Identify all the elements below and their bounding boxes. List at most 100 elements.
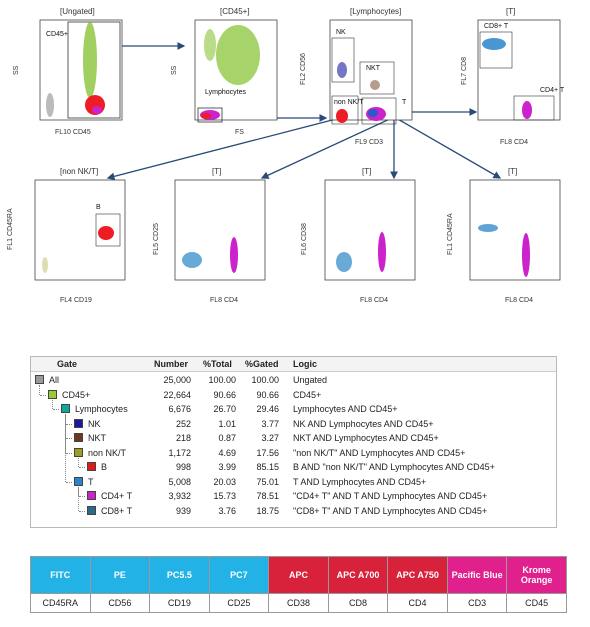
gate-label: non NK/T	[334, 99, 364, 106]
x-axis-label: FL8 CD4	[360, 297, 388, 304]
gate-percent-total: 1.01	[218, 418, 236, 429]
fluorochrome-cell: Pacific Blue	[446, 556, 508, 594]
gate-percent-total: 3.99	[218, 462, 236, 472]
fluorochrome-row: FITC PE PC5.5 PC7 APC APC A700 APC A750 Pacific…	[30, 556, 567, 594]
gate-label: NK	[336, 29, 346, 36]
gate-logic: "non NK/T" AND Lymphocytes AND CD45+	[293, 447, 466, 458]
plot-cd45: [CD45+] FS SS Lymphocytes	[171, 7, 278, 136]
table-row[interactable]: NKT 218 0.87 3.27 NKT AND Lymphocytes AND CD…	[31, 432, 556, 445]
marker-cell: CD45RA	[30, 593, 91, 613]
gate-percent-gated: 17.56	[256, 447, 279, 458]
gate-logic: Lymphocytes AND CD45+	[293, 404, 398, 414]
tree-connector	[66, 423, 72, 425]
marker-cell: CD25	[208, 593, 270, 613]
gate-statistics-table: Gate Number %Total %Gated Logic All 25,00…	[30, 356, 557, 528]
header-gated: %Gated	[245, 359, 279, 369]
gate-name: CD4+ T	[101, 491, 133, 501]
gate-percent-gated: 3.27	[261, 433, 279, 443]
table-row[interactable]: B 998 3.99 85.15 B AND "non NK/T" AND Lympho…	[31, 461, 556, 474]
tree-line	[78, 457, 79, 467]
tree-connector	[40, 394, 46, 396]
plot-title: [non NK/T]	[60, 167, 98, 176]
x-axis-label: FL4 CD19	[60, 297, 92, 304]
marker-cell: CD4	[387, 593, 448, 613]
tree-connector	[66, 438, 72, 439]
plot-t-cd38: [T] FL8 CD4 FL6 CD38	[301, 167, 416, 304]
gate-number: 252	[175, 418, 191, 429]
gate-color-swatch	[87, 505, 96, 515]
plot-title: [T]	[362, 167, 371, 176]
gate-percent-gated: 75.01	[256, 476, 279, 487]
gate-number: 1,172	[168, 447, 191, 458]
table-row[interactable]: CD8+ T 939 3.76 18.75 "CD8+ T" AND T AND Lym…	[31, 505, 556, 518]
plot-title: [CD45+]	[220, 7, 250, 16]
y-axis-label: FL7 CD8	[461, 57, 468, 85]
gate-name: All	[49, 375, 60, 385]
x-axis-label: FL10 CD45	[55, 129, 91, 136]
tree-connector	[79, 496, 85, 497]
gate-color-swatch	[74, 476, 83, 486]
table-row[interactable]: CD4+ T 3,932 15.73 78.51 "CD4+ T" AND T AND …	[31, 490, 556, 503]
gate-number: 6,676	[168, 404, 191, 414]
gate-logic: "CD8+ T" AND T AND Lymphocytes AND CD45+	[293, 505, 488, 516]
gate-number: 25,000	[163, 375, 191, 385]
tree-connector	[66, 481, 72, 483]
tree-line	[78, 486, 79, 511]
gate-name: NKT	[88, 433, 106, 443]
plot-t-cd25: [T] FL8 CD4 FL5 CD25	[153, 167, 266, 304]
plot-t-cd4-cd8: [T] FL8 CD4 FL7 CD8 CD8+ T CD4+ T	[461, 7, 565, 146]
gate-name: Lymphocytes	[75, 404, 128, 414]
fluorochrome-cell: PE	[89, 556, 151, 594]
gate-color-swatch	[74, 418, 83, 428]
gate-percent-total: 20.03	[213, 476, 236, 487]
table-row[interactable]: non NK/T 1,172 4.69 17.56 "non NK/T" AND Lym…	[31, 447, 556, 460]
gate-label: B	[96, 204, 101, 211]
gate-label: T	[402, 99, 407, 106]
table-row[interactable]: CD45+ 22,664 90.66 90.66 CD45+	[31, 389, 556, 402]
gate-logic: B AND "non NK/T" AND Lymphocytes AND CD4…	[293, 462, 495, 472]
gate-number: 218	[175, 433, 191, 443]
gate-label: Lymphocytes	[205, 89, 246, 96]
plot-title: [Lymphocytes]	[350, 7, 401, 16]
gate-label: CD8+ T	[484, 23, 509, 30]
table-row[interactable]: NK 252 1.01 3.77 NK AND Lymphocytes AND CD45…	[31, 418, 556, 431]
table-row[interactable]: All 25,000 100.00 100.00 Ungated	[31, 374, 556, 387]
gate-number: 5,008	[168, 476, 191, 487]
gate-number: 3,932	[168, 491, 191, 501]
fluorochrome-table: FITC PE PC5.5 PC7 APC APC A700 APC A750 Pacific…	[30, 556, 567, 613]
gate-color-swatch	[87, 491, 96, 500]
table-row[interactable]: T 5,008 20.03 75.01 T AND Lymphocytes AND CD…	[31, 476, 556, 489]
plot-title: [Ungated]	[60, 7, 95, 16]
fluorochrome-cell: FITC	[30, 556, 91, 594]
x-axis-label: FS	[235, 129, 244, 136]
gate-percent-total: 4.69	[218, 447, 236, 458]
gate-percent-gated: 78.51	[256, 491, 279, 501]
header-total: %Total	[203, 359, 232, 369]
gate-name: B	[101, 462, 108, 472]
gate-name: CD45+	[62, 389, 91, 400]
header-number: Number	[154, 359, 189, 369]
table-row[interactable]: Lymphocytes 6,676 26.70 29.46 Lymphocytes AN…	[31, 403, 556, 416]
gate-logic: CD45+	[293, 389, 322, 400]
gate-logic: T AND Lymphocytes AND CD45+	[293, 476, 427, 487]
gate-percent-gated: 85.15	[256, 462, 279, 472]
fluorochrome-cell: PC5.5	[149, 556, 210, 594]
tree-connector	[79, 467, 85, 468]
tree-line	[52, 399, 53, 409]
gate-label: NKT	[366, 65, 381, 72]
gate-percent-gated: 29.46	[256, 404, 279, 414]
plot-ungated: [Ungated] FL10 CD45 SS CD45+	[13, 7, 123, 136]
gate-number: 998	[175, 462, 191, 472]
plot-t-cd45ra: [T] FL8 CD4 FL1 CD45RA	[447, 167, 561, 304]
header-logic: Logic	[293, 359, 317, 369]
gate-number: 22,664	[163, 389, 191, 400]
marker-cell: CD3	[446, 593, 508, 613]
gate-color-swatch	[74, 447, 83, 457]
plot-title: [T]	[508, 167, 517, 176]
tree-connector	[79, 510, 85, 512]
y-axis-label: FL1 CD45RA	[7, 208, 14, 250]
gate-percent-total: 0.87	[218, 433, 236, 443]
marker-cell: CD19	[149, 593, 210, 613]
y-axis-label: FL5 CD25	[153, 223, 160, 255]
gate-percent-gated: 100.00	[251, 375, 279, 385]
